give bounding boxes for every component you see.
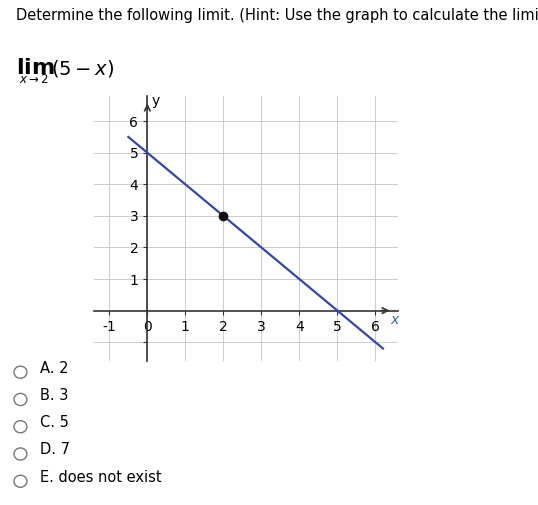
Text: C. 5: C. 5 bbox=[40, 415, 69, 430]
Text: D. 7: D. 7 bbox=[40, 442, 70, 458]
Text: A. 2: A. 2 bbox=[40, 361, 69, 376]
Text: B. 3: B. 3 bbox=[40, 388, 69, 403]
Text: y: y bbox=[152, 94, 160, 108]
Text: x: x bbox=[390, 313, 399, 327]
Text: $\mathbf{lim}$: $\mathbf{lim}$ bbox=[16, 58, 55, 78]
Text: Determine the following limit. (Hint: Use the graph to calculate the limit.): Determine the following limit. (Hint: Us… bbox=[16, 8, 538, 23]
Text: $x{\rightarrow}2$: $x{\rightarrow}2$ bbox=[19, 73, 49, 86]
Text: E. does not exist: E. does not exist bbox=[40, 470, 162, 485]
Text: $(5-x)$: $(5-x)$ bbox=[51, 58, 115, 79]
